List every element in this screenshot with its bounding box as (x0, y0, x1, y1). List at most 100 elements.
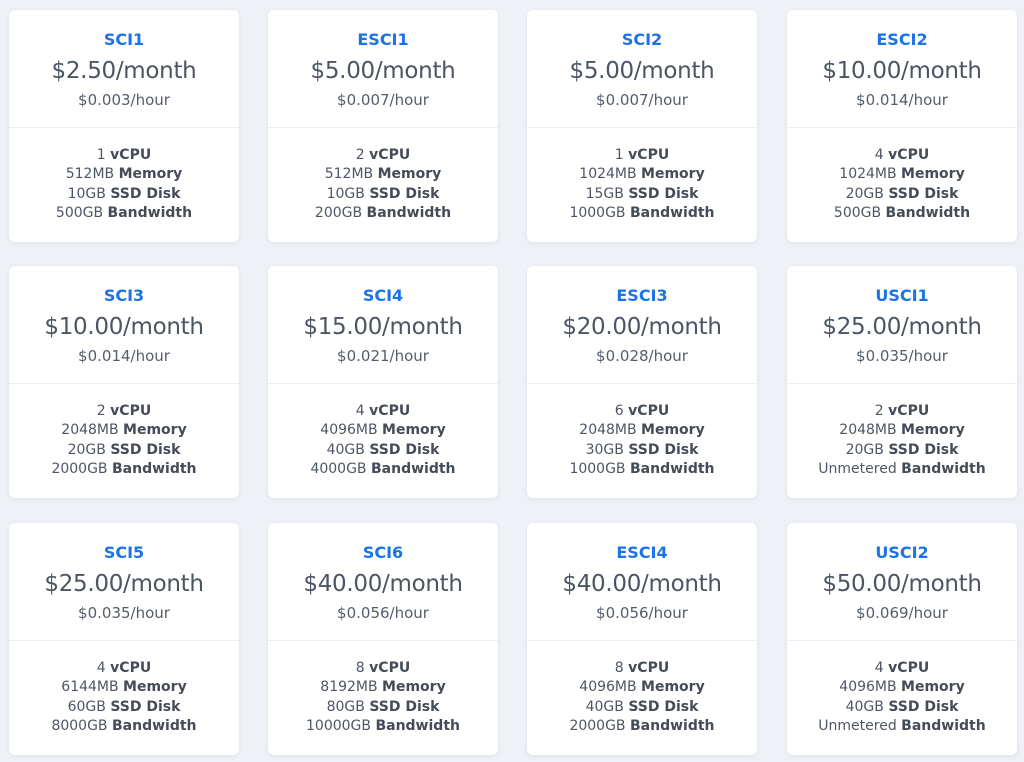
hourly-price: $0.021/hour (337, 347, 429, 365)
hourly-price: $0.069/hour (856, 604, 948, 622)
spec-unit: Bandwidth (375, 717, 460, 734)
spec-value: 20GB (845, 441, 884, 458)
spec-value: 40GB (326, 441, 365, 458)
plan-name: SCI3 (103, 286, 145, 305)
spec-disk: 80GB SSD Disk (268, 698, 498, 717)
spec-cpu: 4 vCPU (787, 659, 1017, 678)
spec-unit: vCPU (628, 147, 670, 163)
plan-card-esci3[interactable]: ESCI3 $20.00/month $0.028/hour 6 vCPU 2048MB… (527, 266, 757, 498)
plan-card-usci1[interactable]: USCI1 $25.00/month $0.035/hour 2 vCPU 2048MB… (787, 266, 1017, 498)
plan-name: ESCI4 (616, 543, 668, 562)
spec-value: 2048MB (839, 422, 897, 439)
spec-unit: Bandwidth (112, 460, 197, 477)
spec-unit: vCPU (369, 403, 411, 419)
spec-value: 512MB (65, 166, 115, 183)
spec-unit: Memory (377, 166, 442, 183)
spec-unit: vCPU (888, 403, 930, 419)
spec-value: 8 (355, 660, 365, 676)
plan-name: SCI5 (103, 543, 145, 562)
spec-value: 4 (96, 660, 106, 676)
spec-value: 2048MB (579, 422, 637, 439)
spec-unit: Memory (382, 679, 446, 696)
spec-unit: vCPU (110, 147, 152, 163)
spec-unit: Bandwidth (107, 204, 193, 221)
spec-value: 4 (355, 403, 365, 419)
spec-bandwidth: 2000GB Bandwidth (9, 460, 239, 479)
spec-bandwidth: 1000GB Bandwidth (527, 460, 757, 479)
plan-specs: 6 vCPU 2048MB Memory 30GB SSD Disk 1000GB B… (527, 384, 757, 479)
plan-specs: 1 vCPU 1024MB Memory 15GB SSD Disk 1000GB B… (527, 128, 757, 223)
plan-card-sci1[interactable]: SCI1 $2.50/month $0.003/hour 1 vCPU 512MB Me… (9, 10, 239, 242)
spec-unit: Memory (382, 422, 446, 439)
spec-value: 2048MB (61, 422, 119, 439)
plan-header: SCI6 $40.00/month $0.056/hour (268, 523, 498, 641)
spec-unit: vCPU (628, 660, 670, 676)
spec-value: 4096MB (839, 679, 897, 696)
plan-specs: 8 vCPU 8192MB Memory 80GB SSD Disk 10000GB … (268, 641, 498, 736)
plan-card-esci4[interactable]: ESCI4 $40.00/month $0.056/hour 8 vCPU 4096MB… (527, 523, 757, 755)
spec-cpu: 8 vCPU (268, 659, 498, 678)
plan-card-sci6[interactable]: SCI6 $40.00/month $0.056/hour 8 vCPU 8192MB … (268, 523, 498, 755)
spec-value: 1 (96, 147, 106, 163)
spec-unit: Bandwidth (630, 460, 715, 477)
plan-header: ESCI4 $40.00/month $0.056/hour (527, 523, 757, 641)
spec-disk: 20GB SSD Disk (787, 441, 1017, 460)
spec-cpu: 4 vCPU (9, 659, 239, 678)
plan-header: USCI2 $50.00/month $0.069/hour (787, 523, 1017, 641)
plan-card-usci2[interactable]: USCI2 $50.00/month $0.069/hour 4 vCPU 4096MB… (787, 523, 1017, 755)
plan-card-esci1[interactable]: ESCI1 $5.00/month $0.007/hour 2 vCPU 512MB M… (268, 10, 498, 242)
monthly-price: $10.00/month (44, 314, 204, 340)
spec-unit: SSD Disk (628, 185, 699, 202)
spec-value: 30GB (585, 441, 624, 458)
spec-unit: Memory (123, 679, 187, 696)
spec-disk: 20GB SSD Disk (787, 185, 1017, 204)
spec-unit: SSD Disk (888, 441, 959, 458)
spec-disk: 10GB SSD Disk (9, 185, 239, 204)
spec-value: 40GB (585, 698, 624, 715)
spec-unit: Bandwidth (901, 717, 986, 734)
spec-unit: vCPU (110, 403, 152, 419)
spec-cpu: 6 vCPU (527, 402, 757, 421)
hourly-price: $0.014/hour (856, 91, 948, 109)
spec-value: 8192MB (320, 679, 378, 696)
plan-header: ESCI2 $10.00/month $0.014/hour (787, 10, 1017, 128)
spec-value: 200GB (314, 204, 363, 221)
plan-header: USCI1 $25.00/month $0.035/hour (787, 266, 1017, 384)
spec-unit: SSD Disk (369, 441, 440, 458)
spec-cpu: 2 vCPU (9, 402, 239, 421)
spec-unit: Bandwidth (630, 204, 715, 221)
spec-bandwidth: 4000GB Bandwidth (268, 460, 498, 479)
plan-card-sci2[interactable]: SCI2 $5.00/month $0.007/hour 1 vCPU 1024MB M… (527, 10, 757, 242)
monthly-price: $25.00/month (822, 314, 982, 340)
plan-name: SCI4 (362, 286, 404, 305)
monthly-price: $5.00/month (310, 58, 456, 84)
spec-bandwidth: 1000GB Bandwidth (527, 204, 757, 223)
spec-disk: 20GB SSD Disk (9, 441, 239, 460)
spec-memory: 6144MB Memory (9, 678, 239, 697)
spec-bandwidth: Unmetered Bandwidth (787, 717, 1017, 736)
plan-card-sci4[interactable]: SCI4 $15.00/month $0.021/hour 4 vCPU 4096MB … (268, 266, 498, 498)
plan-card-sci3[interactable]: SCI3 $10.00/month $0.014/hour 2 vCPU 2048MB … (9, 266, 239, 498)
plan-header: SCI1 $2.50/month $0.003/hour (9, 10, 239, 128)
spec-unit: Bandwidth (885, 204, 971, 221)
spec-value: 6144MB (61, 679, 119, 696)
spec-value: 40GB (845, 698, 884, 715)
spec-value: 4096MB (320, 422, 378, 439)
spec-value: 10GB (67, 185, 106, 202)
spec-cpu: 2 vCPU (268, 146, 498, 165)
hourly-price: $0.003/hour (78, 91, 170, 109)
spec-value: 2000GB (569, 717, 626, 734)
plan-specs: 8 vCPU 4096MB Memory 40GB SSD Disk 2000GB B… (527, 641, 757, 736)
spec-value: 60GB (67, 698, 106, 715)
spec-value: 8 (614, 660, 624, 676)
spec-unit: Memory (901, 166, 965, 183)
plan-card-sci5[interactable]: SCI5 $25.00/month $0.035/hour 4 vCPU 6144MB … (9, 523, 239, 755)
plan-card-esci2[interactable]: ESCI2 $10.00/month $0.014/hour 4 vCPU 1024MB… (787, 10, 1017, 242)
plan-name: SCI6 (362, 543, 404, 562)
spec-bandwidth: 200GB Bandwidth (268, 204, 498, 223)
spec-unit: SSD Disk (110, 698, 181, 715)
monthly-price: $15.00/month (303, 314, 463, 340)
spec-disk: 30GB SSD Disk (527, 441, 757, 460)
hourly-price: $0.014/hour (78, 347, 170, 365)
spec-value: 4 (874, 660, 884, 676)
